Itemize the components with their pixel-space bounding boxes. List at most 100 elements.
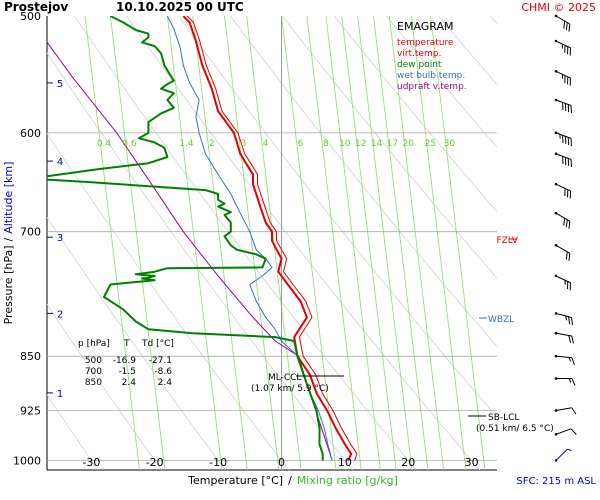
wind-barb-station	[554, 98, 558, 102]
wind-barb-station	[554, 152, 558, 156]
wind-barb-feather	[562, 102, 564, 111]
wind-barb-feather	[564, 157, 567, 165]
mixing-ratio-line	[281, 16, 337, 470]
wind-barb-half-feather	[561, 74, 563, 79]
axis-ticks: 0.4 0.6 1.4 2 3 4 6 8 10 12 14 17 20 25 30500600700850…	[13, 10, 479, 469]
wind-barb-feather	[567, 137, 570, 145]
wind-barb	[554, 70, 572, 86]
wind-barb	[554, 211, 571, 229]
wbzl-label: WBZL	[488, 315, 514, 325]
wind-barb-station	[554, 182, 558, 186]
pressure-tick-label: 500	[20, 10, 41, 23]
fzlv-label: FZLV	[496, 236, 518, 246]
wind-barb-feather	[567, 189, 569, 198]
wind-barb-half-feather	[568, 357, 572, 362]
wind-barb-feather	[569, 78, 572, 86]
mixing-ratio-label: 12	[355, 139, 366, 149]
wind-barb-feather	[569, 47, 572, 56]
altitude-tick-label: 1	[57, 389, 63, 400]
wind-barb-half-feather	[565, 315, 568, 321]
altitude-tick-label: 5	[57, 79, 63, 90]
table-cell: -8.6	[154, 367, 172, 377]
dry-adiabat-line	[178, 16, 497, 418]
table-cell: 2.4	[122, 378, 137, 388]
table-cell: 2.4	[158, 378, 173, 388]
wind-barb-feather	[564, 103, 567, 112]
wind-barb-feather	[564, 45, 566, 53]
legend-wet-bulb: wet bulb temp.	[397, 71, 465, 81]
wind-barb-feather	[568, 23, 571, 32]
mixing-ratio-line	[357, 16, 413, 470]
wind-barb	[554, 131, 572, 147]
wind-barb	[554, 407, 577, 415]
wind-barb	[554, 354, 575, 365]
mixing-ratio-label: 25	[425, 139, 436, 149]
dry-adiabat-line	[47, 303, 162, 470]
wind-barb-station	[554, 312, 558, 315]
wind-barb-feather	[562, 156, 564, 164]
wind-barb	[554, 312, 574, 326]
table-cell: -1.5	[118, 367, 136, 377]
temperature-tick-label: 10	[338, 456, 352, 469]
wind-barb-half-feather	[564, 280, 566, 285]
wind-barb	[554, 331, 574, 344]
series-temperature	[182, 16, 353, 461]
wind-barb	[554, 428, 577, 436]
wind-barb-feather	[565, 22, 568, 31]
wind-barb-feather	[564, 75, 566, 84]
wind-barb-feather	[567, 158, 570, 166]
table-header-temperature: T	[123, 339, 130, 349]
mixing-ratio-line	[325, 16, 381, 470]
wind-barb-half-feather	[559, 134, 561, 139]
legend-virtual-temperature: virt.temp.	[397, 49, 441, 59]
wind-barb-half-feather	[561, 44, 563, 49]
legend-dew-point: dew point	[397, 60, 442, 70]
copyright-label: CHMI © 2025	[521, 1, 596, 14]
wind-barb	[554, 274, 572, 291]
ylabel-pressure: Pressure [hPa]	[2, 245, 15, 324]
pressure-tick-label: 850	[20, 350, 41, 363]
ylabel-altitude: Altitude [km]	[2, 162, 15, 234]
wind-barb	[554, 182, 572, 199]
wind-barb-station	[554, 131, 558, 135]
legend: EMAGRAM temperature virt.temp. dew point…	[397, 20, 467, 92]
wind-barb-feather	[570, 428, 577, 435]
wind-barb	[554, 448, 572, 462]
wind-barb-station	[554, 244, 558, 247]
mixing-ratio-line	[224, 16, 280, 470]
pressure-tick-label: 1000	[13, 455, 41, 468]
mixing-ratio-label: 2	[209, 139, 215, 149]
wind-barb-station	[554, 70, 558, 73]
sfc-label: SFC: 215 m ASL	[516, 476, 596, 487]
level-annotations: FZLV WBZL ML-CCL (1.07 km/ 5.9 °C) SB-LC…	[251, 236, 554, 434]
wind-barb-station	[554, 14, 558, 18]
mixing-ratio-label: 10	[339, 139, 351, 149]
wind-barb-feather	[565, 251, 568, 260]
ml-ccl-info: (1.07 km/ 5.9 °C)	[251, 384, 329, 394]
wind-barb-half-feather	[567, 448, 572, 452]
wind-barb	[554, 377, 576, 386]
wind-barb-feather	[571, 407, 577, 415]
wind-barb-shaft	[555, 428, 572, 435]
wind-barb-station	[554, 432, 558, 436]
mixing-ratio-label: 30	[444, 139, 456, 149]
dry-adiabat-line	[74, 16, 417, 470]
mixing-ratio-label: 6	[298, 139, 304, 149]
legend-temperature: temperature	[397, 38, 454, 48]
y-axis-title: Pressure [hPa] / Altitude [km]	[2, 162, 15, 325]
mixing-ratio-line	[372, 16, 429, 470]
temperature-tick-label: 0	[278, 456, 285, 469]
mixing-ratio-line	[341, 16, 397, 470]
dry-adiabat-line	[282, 16, 497, 279]
mixing-ratio-line	[388, 16, 445, 470]
dry-adiabat-line	[47, 216, 226, 470]
wind-barb-feather	[570, 105, 572, 114]
summary-table: p [hPa] T Td [°C] 500 -16.9 -27.1 700 -1…	[78, 339, 174, 388]
xlabel-separator: /	[288, 474, 292, 487]
mixing-ratio-label: 0.4	[97, 139, 112, 149]
wind-barb-feather	[571, 357, 575, 365]
wind-barb-feather	[568, 253, 571, 261]
wind-barb-shaft	[555, 407, 572, 411]
mixing-ratio-label: 0.6	[122, 139, 137, 149]
